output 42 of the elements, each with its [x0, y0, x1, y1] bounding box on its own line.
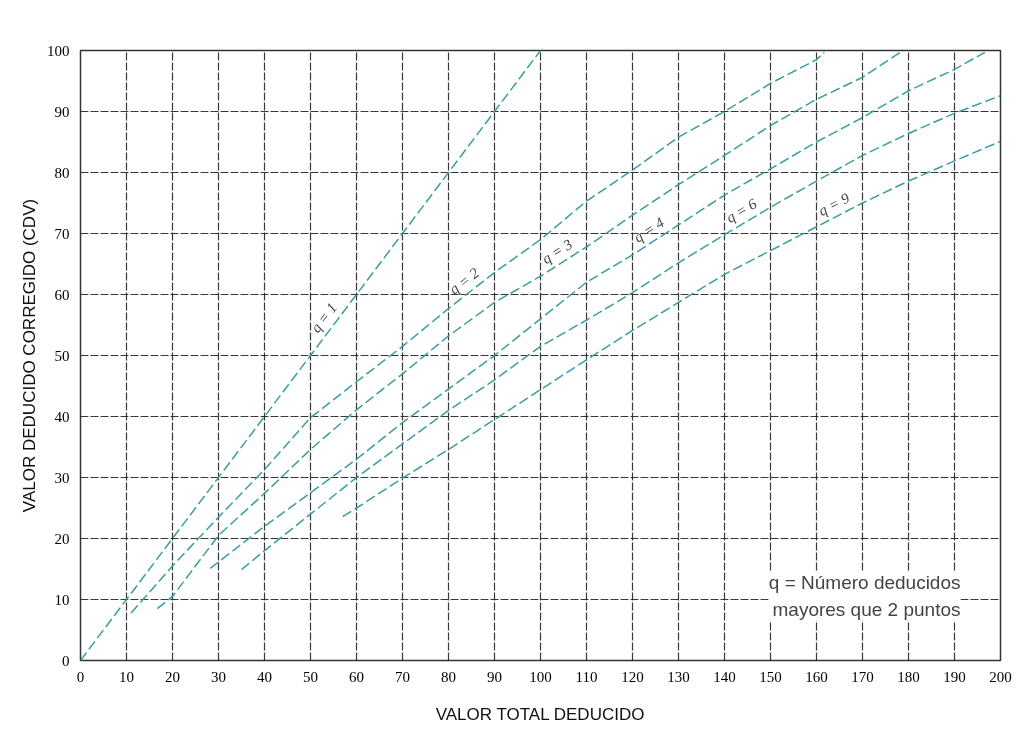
- x-tick-label: 90: [487, 668, 502, 685]
- x-tick-label: 190: [943, 668, 966, 685]
- y-tick-label: 100: [47, 42, 70, 59]
- text: q = 2: [446, 264, 483, 298]
- x-tick-label: 130: [667, 668, 690, 685]
- y-tick-label: 40: [54, 408, 70, 425]
- y-tick-label: 0: [62, 652, 70, 669]
- x-tick-label: 150: [759, 668, 782, 685]
- x-tick-label: 10: [119, 668, 134, 685]
- x-tick-label: 50: [303, 668, 318, 685]
- x-tick-label: 30: [211, 668, 226, 685]
- y-tick-label: 20: [54, 530, 70, 547]
- x-tick-label: 160: [805, 668, 828, 685]
- x-tick-label: 120: [621, 668, 644, 685]
- y-tick-label: 70: [54, 225, 70, 242]
- text: q = 3: [539, 235, 576, 267]
- text: q = 6: [723, 195, 760, 226]
- text: q = 9: [815, 189, 853, 219]
- x-tick-label: 20: [165, 668, 180, 685]
- x-tick-label: 170: [851, 668, 874, 685]
- x-tick-label: 180: [897, 668, 920, 685]
- y-tick-label: 60: [54, 286, 70, 303]
- x-tick-label: 200: [989, 668, 1012, 685]
- y-axis-title: VALOR DEDUCIDO CORREGIDO (CDV): [20, 198, 39, 513]
- y-tick-label: 30: [54, 469, 70, 486]
- y-tick-label: 50: [54, 347, 70, 364]
- x-tick-label: 40: [257, 668, 272, 685]
- y-tick-label: 80: [54, 164, 70, 181]
- text: q = 4: [630, 213, 668, 246]
- x-tick-label: 80: [441, 668, 456, 685]
- annotation: q = Número deducidos mayores que 2 puntos: [768, 572, 961, 621]
- x-tick-label: 110: [575, 668, 598, 685]
- y-tick-label: 90: [54, 103, 70, 120]
- x-tick-label: 70: [395, 668, 410, 685]
- y-tick-label: 10: [54, 591, 70, 608]
- x-tick-label: 140: [713, 668, 736, 685]
- x-axis-title: VALOR TOTAL DEDUCIDO: [435, 704, 645, 724]
- x-tick-label: 100: [529, 668, 552, 685]
- text: q = 1: [307, 299, 341, 336]
- line-series: [341, 140, 1001, 518]
- x-tick-label: 60: [349, 668, 364, 685]
- x-tick-label: 0: [76, 668, 85, 685]
